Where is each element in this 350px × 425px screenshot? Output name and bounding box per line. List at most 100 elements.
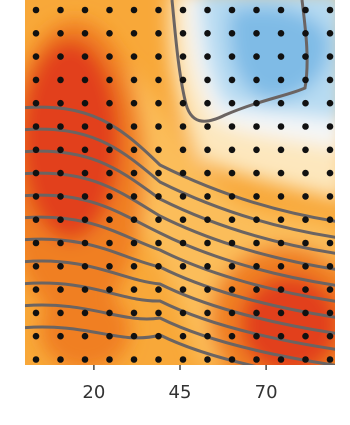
stipple-dot — [253, 263, 260, 270]
stipple-dot — [277, 6, 285, 14]
stipple-dot — [57, 356, 64, 363]
stipple-dot — [302, 30, 309, 37]
stipple-dot — [57, 193, 64, 200]
stipple-dot — [81, 309, 89, 317]
stipple-dot — [326, 53, 334, 60]
stipple-dot — [253, 169, 260, 177]
contour-line — [25, 127, 335, 239]
stipple-dot — [228, 6, 236, 14]
stipple-dot — [326, 263, 334, 270]
stipple-dot — [32, 76, 40, 84]
stipple-dot — [106, 76, 113, 84]
stipple-dot — [179, 146, 187, 154]
stipple-dot — [81, 53, 89, 60]
stipple-dot — [179, 123, 187, 130]
stipple-dot — [326, 286, 334, 293]
stipple-dot — [228, 263, 236, 270]
stipple-dot — [302, 193, 309, 200]
stipple-dot — [228, 239, 236, 247]
stipple-dot — [106, 286, 113, 293]
stipple-dot — [253, 309, 260, 317]
stipple-dot — [130, 76, 138, 84]
stipple-dot — [253, 356, 260, 363]
stipple-dot — [130, 146, 138, 154]
stipple-dot — [130, 239, 138, 247]
stipple-dot — [32, 332, 40, 340]
stipple-dot — [277, 216, 285, 223]
stipple-dot — [81, 193, 89, 200]
x-tick-label: 45 — [169, 382, 192, 403]
red-region — [25, 40, 120, 240]
stipple-dot — [179, 239, 187, 247]
stipple-dot — [155, 53, 162, 60]
stipple-dot — [130, 193, 138, 200]
stipple-dot — [57, 169, 64, 177]
stipple-dot — [204, 216, 211, 223]
stipple-dot — [326, 239, 334, 247]
stipple-dot — [204, 263, 211, 270]
stipple-dot — [81, 99, 89, 107]
stipple-dot — [57, 99, 64, 107]
stipple-dot — [228, 193, 236, 200]
stipple-dot — [228, 99, 236, 107]
stipple-dot — [106, 239, 113, 247]
stipple-dot — [155, 76, 162, 84]
stipple-dot — [204, 286, 211, 293]
stipple-dot — [228, 146, 236, 154]
stipple-dot — [277, 76, 285, 84]
stipple-dot — [253, 332, 260, 340]
stipple-dot — [277, 146, 285, 154]
stipple-dot — [228, 76, 236, 84]
stipple-dot — [106, 356, 113, 363]
stipple-dot — [106, 169, 113, 177]
stipple-dot — [57, 53, 64, 60]
x-axis: 20 45 70 — [82, 365, 278, 403]
stipple-dot — [228, 53, 236, 60]
stipple-dot — [302, 76, 309, 84]
contour-line — [25, 281, 335, 351]
stipple-dot — [130, 332, 138, 340]
stipple-dot — [253, 286, 260, 293]
stipple-dot — [204, 309, 211, 317]
stipple-dot — [277, 169, 285, 177]
stipple-dot — [277, 286, 285, 293]
stipple-dot — [204, 6, 211, 14]
stipple-dot — [302, 332, 309, 340]
stipple-dot — [32, 356, 40, 363]
stipple-dot — [277, 263, 285, 270]
stipple-dot — [32, 309, 40, 317]
stipple-dot — [57, 216, 64, 223]
stipple-dot — [204, 76, 211, 84]
stipple-dot — [277, 356, 285, 363]
stipple-dot — [204, 193, 211, 200]
stipple-dot — [302, 169, 309, 177]
stipple-dot — [302, 146, 309, 154]
stipple-dot — [81, 169, 89, 177]
stipple-dot — [155, 286, 162, 293]
stipple-dot — [155, 263, 162, 270]
stipple-dot — [32, 53, 40, 60]
stipple-dot — [277, 123, 285, 130]
stipple-dot — [302, 216, 309, 223]
stipple-dot — [130, 356, 138, 363]
stipple-dot — [253, 146, 260, 154]
stipple-dot — [106, 146, 113, 154]
stipple-dot — [326, 99, 334, 107]
stipple-dot — [326, 146, 334, 154]
stipple-dot — [204, 99, 211, 107]
stipple-dot — [228, 216, 236, 223]
stipple-dot — [57, 146, 64, 154]
stipple-dot — [155, 332, 162, 340]
contour-line — [25, 105, 335, 223]
stipple-dot — [106, 309, 113, 317]
stipple-dot — [179, 286, 187, 293]
stipple-dot — [228, 123, 236, 130]
stipple-dot — [277, 309, 285, 317]
stipple-dot — [326, 309, 334, 317]
stipple-dot — [228, 309, 236, 317]
stipple-dot — [81, 332, 89, 340]
stipple-dot — [130, 53, 138, 60]
contour-line — [25, 193, 335, 287]
stipple-dot — [155, 356, 162, 363]
